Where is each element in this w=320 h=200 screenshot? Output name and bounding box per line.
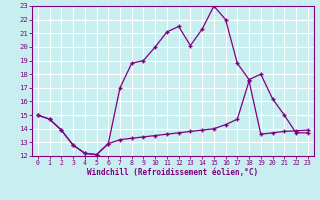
X-axis label: Windchill (Refroidissement éolien,°C): Windchill (Refroidissement éolien,°C)	[87, 168, 258, 177]
